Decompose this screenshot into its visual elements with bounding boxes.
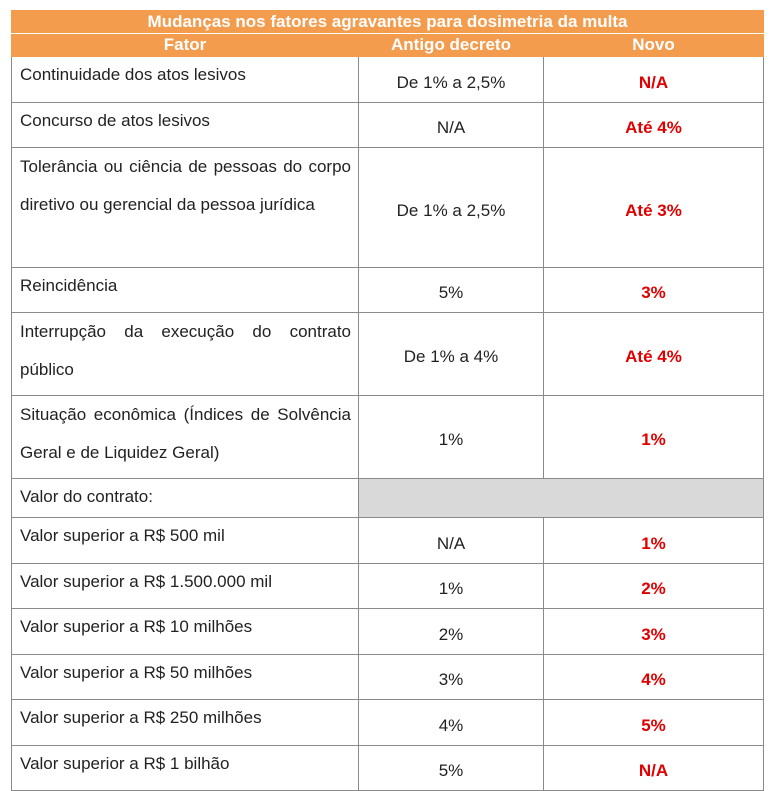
table-row: Concurso de atos lesivos N/A Até 4% [11,102,764,148]
novo-cell: Até 3% [543,147,764,268]
novo-cell: N/A [543,56,764,103]
novo-cell: Até 4% [543,312,764,396]
table-row: Tolerância ou ciência de pessoas do corp… [11,147,764,268]
fator-cell: Tolerância ou ciência de pessoas do corp… [11,147,359,268]
fator-cell: Situação econômica (Índices de Solvência… [11,395,359,479]
antigo-cell: De 1% a 2,5% [358,56,544,103]
table-row: Continuidade dos atos lesivos De 1% a 2,… [11,56,764,103]
fator-cell: Concurso de atos lesivos [11,102,359,148]
fator-cell: Valor superior a R$ 250 milhões [11,699,359,746]
antigo-cell: 1% [358,395,544,479]
antigo-cell: N/A [358,102,544,148]
novo-cell: 1% [543,395,764,479]
table-row: Valor superior a R$ 500 mil N/A 1% [11,517,764,564]
fator-cell: Continuidade dos atos lesivos [11,56,359,103]
antigo-cell: 5% [358,745,544,791]
header-antigo-decreto: Antigo decreto [358,33,544,57]
table-row: Valor superior a R$ 1 bilhão 5% N/A [11,745,764,791]
table-row: Interrupção da execução do contrato públ… [11,312,764,396]
section-label: Valor do contrato: [11,478,359,518]
section-fill [358,478,764,518]
novo-cell: 3% [543,608,764,655]
fator-cell: Interrupção da execução do contrato públ… [11,312,359,396]
fator-cell: Valor superior a R$ 1 bilhão [11,745,359,791]
table-row: Valor superior a R$ 1.500.000 mil 1% 2% [11,563,764,609]
table-row: Reincidência 5% 3% [11,267,764,313]
column-header-row: Fator Antigo decreto Novo [11,33,764,57]
table-row: Valor superior a R$ 10 milhões 2% 3% [11,608,764,655]
novo-cell: N/A [543,745,764,791]
header-novo: Novo [543,33,764,57]
novo-cell: 1% [543,517,764,564]
table-title: Mudanças nos fatores agravantes para dos… [11,10,764,34]
header-fator: Fator [11,33,359,57]
section-row: Valor do contrato: [11,478,764,518]
antigo-cell: N/A [358,517,544,564]
fator-cell: Reincidência [11,267,359,313]
fator-cell: Valor superior a R$ 10 milhões [11,608,359,655]
fator-cell: Valor superior a R$ 500 mil [11,517,359,564]
novo-cell: 4% [543,654,764,700]
novo-cell: 3% [543,267,764,313]
antigo-cell: De 1% a 4% [358,312,544,396]
table-container: Mudanças nos fatores agravantes para dos… [11,10,764,791]
antigo-cell: 5% [358,267,544,313]
antigo-cell: 1% [358,563,544,609]
table-title-row: Mudanças nos fatores agravantes para dos… [11,10,764,34]
novo-cell: Até 4% [543,102,764,148]
fator-cell: Valor superior a R$ 50 milhões [11,654,359,700]
antigo-cell: 4% [358,699,544,746]
table-row: Valor superior a R$ 250 milhões 4% 5% [11,699,764,746]
fator-cell: Valor superior a R$ 1.500.000 mil [11,563,359,609]
antigo-cell: 2% [358,608,544,655]
antigo-cell: 3% [358,654,544,700]
table-row: Valor superior a R$ 50 milhões 3% 4% [11,654,764,700]
aggravating-factors-table: Mudanças nos fatores agravantes para dos… [11,10,764,791]
antigo-cell: De 1% a 2,5% [358,147,544,268]
table-row: Situação econômica (Índices de Solvência… [11,395,764,479]
novo-cell: 5% [543,699,764,746]
novo-cell: 2% [543,563,764,609]
